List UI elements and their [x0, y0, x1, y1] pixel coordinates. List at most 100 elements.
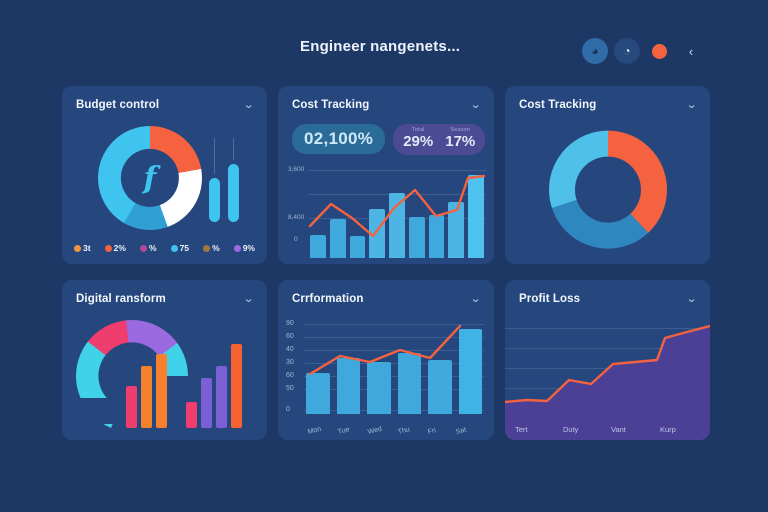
area-series: [505, 324, 710, 440]
y-tick-label: 40: [286, 346, 294, 353]
chart-icon[interactable]: ◕: [582, 38, 608, 64]
legend-item: %: [139, 243, 157, 253]
legend-item: %: [203, 243, 220, 253]
clock-icon[interactable]: ◔: [614, 38, 640, 64]
card-profit-loss[interactable]: Profit Loss ⌄ Tert Duty Vant: [505, 280, 710, 440]
card-header[interactable]: Cost Tracking ⌄: [505, 86, 710, 124]
y-tick-label: 3,600: [288, 166, 305, 173]
bar-group: [306, 324, 482, 414]
y-tick-label: 50: [286, 385, 294, 392]
card-body: Tert Duty Vant Kurp: [505, 314, 710, 440]
kpi-value: 29%: [403, 133, 434, 150]
legend-dot: [233, 244, 241, 252]
card-title: Profit Loss: [519, 293, 581, 305]
app-header: Engineer nangenets... ◕ ◔ ‹: [0, 0, 768, 86]
card-cost-tracking-bars[interactable]: Cost Tracking ⌄ 02,100% Total 29% Season: [278, 86, 494, 264]
x-tick-label: Thu: [397, 426, 411, 436]
y-tick-label: 60: [286, 372, 294, 379]
card-header[interactable]: Digital ransform ⌄: [62, 280, 267, 318]
card-title: Crrformation: [292, 293, 364, 305]
bar: [141, 366, 152, 428]
status-dot-shape: [651, 43, 667, 59]
chart-icon-glyph: ◕: [591, 44, 599, 58]
bar: [310, 234, 326, 258]
gridline: [505, 328, 710, 329]
x-tick-label: Kurp: [660, 425, 676, 434]
gridline: [505, 348, 710, 349]
bar: [336, 358, 360, 414]
page-title: Engineer nangenets...: [300, 38, 461, 55]
kpi-main-value: 02,100%: [304, 129, 374, 148]
bar: [349, 236, 366, 258]
legend-item: 3t: [74, 243, 91, 253]
chevron-down-icon[interactable]: ⌄: [685, 98, 698, 111]
legend-item: 75: [170, 243, 190, 253]
kpi-item: Total 29%: [403, 127, 433, 150]
legend-item: 2%: [104, 243, 126, 253]
card-title: Cost Tracking: [519, 99, 597, 111]
mini-tick: [214, 138, 215, 174]
card-cost-tracking-donut[interactable]: Cost Tracking ⌄: [505, 86, 710, 264]
card-header[interactable]: Crrformation ⌄: [278, 280, 494, 318]
card-crrformation[interactable]: Crrformation ⌄ 90 60 40 30 60 50 0: [278, 280, 494, 440]
bar: [458, 329, 482, 414]
chevron-down-icon[interactable]: ⌄: [685, 292, 698, 305]
gridline: [308, 170, 486, 171]
x-tick-label: Mon: [307, 425, 323, 436]
donut-legend: 3t 2% % 75 %: [70, 240, 259, 256]
chevron-down-icon[interactable]: ⌄: [469, 98, 482, 111]
x-tick-label: Tert: [515, 425, 528, 434]
kpi-main-badge: 02,100%: [292, 124, 386, 154]
bar-line-chart: 3,600 8,400 0: [288, 164, 486, 258]
card-digital-transform[interactable]: Digital ransform ⌄: [62, 280, 267, 440]
donut-ring: [548, 130, 667, 249]
card-header[interactable]: Budget control ⌄: [62, 86, 267, 124]
gauge-chart: [74, 320, 190, 432]
bar: [369, 209, 386, 258]
y-tick-label: 0: [294, 236, 298, 243]
chevron-down-icon[interactable]: ⌄: [469, 292, 482, 305]
gridline: [304, 363, 484, 364]
x-tick-label: Vant: [611, 425, 626, 434]
donut-ring: [98, 126, 202, 230]
gridline: [304, 337, 484, 338]
donut-center-glyph: f: [143, 160, 157, 196]
mini-tick: [233, 138, 234, 160]
legend-dot: [74, 244, 81, 252]
card-budget-control[interactable]: Budget control ⌄ f 3t: [62, 86, 267, 264]
y-tick-label: 0: [286, 406, 290, 413]
bar: [468, 175, 485, 258]
card-header[interactable]: Cost Tracking ⌄: [278, 86, 494, 124]
chevron-left-icon[interactable]: ‹: [678, 38, 704, 64]
card-body: f 3t 2%: [62, 120, 267, 264]
bar-line-chart: 90 60 40 30 60 50 0: [286, 320, 486, 436]
card-body: [505, 120, 710, 264]
kpi-sub-badge: Total 29% Season 17%: [393, 124, 486, 155]
legend-dot: [104, 244, 112, 252]
bar: [329, 218, 346, 258]
y-tick-label: 90: [286, 320, 294, 327]
chevron-down-icon[interactable]: ⌄: [242, 292, 255, 305]
x-tick-label: Tue: [337, 426, 351, 436]
gridline: [304, 324, 484, 325]
donut-chart-budget: f: [98, 126, 202, 230]
chevron-down-icon[interactable]: ⌄: [242, 98, 255, 111]
dashboard-grid: Budget control ⌄ f 3t: [62, 86, 710, 446]
gridline: [304, 376, 484, 377]
chevron-left-glyph: ‹: [688, 43, 694, 59]
legend-label: 75: [179, 243, 190, 253]
bar: [448, 201, 465, 258]
legend-label: 9%: [242, 243, 255, 253]
card-header[interactable]: Profit Loss ⌄: [505, 280, 710, 318]
mini-bar-group: [205, 138, 245, 222]
y-tick-label: 60: [286, 333, 294, 340]
donut-chart-cost: [548, 130, 667, 249]
kpi-item: Season 17%: [445, 127, 475, 150]
trend-line: [308, 174, 486, 238]
status-dot-icon[interactable]: [646, 38, 672, 64]
legend-dot: [203, 244, 211, 252]
bar: [201, 378, 212, 428]
area-chart: Tert Duty Vant Kurp: [505, 318, 710, 440]
card-title: Digital ransform: [76, 293, 166, 305]
